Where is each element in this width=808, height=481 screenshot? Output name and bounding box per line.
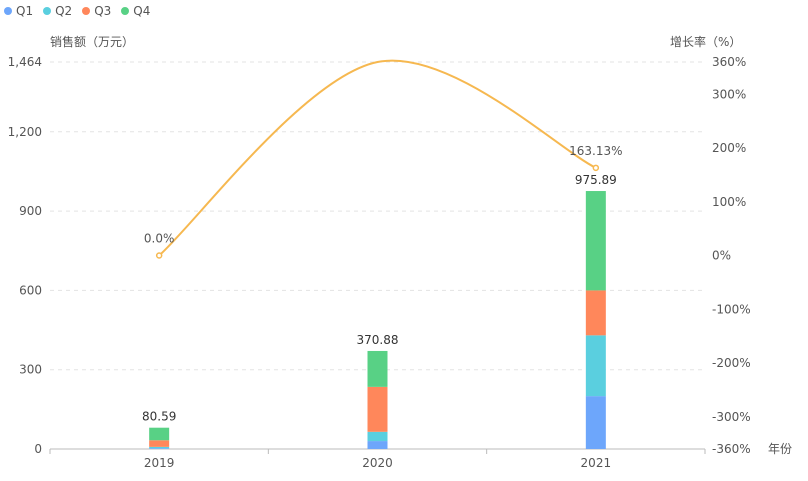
growth-rate-point xyxy=(592,164,600,172)
bar-q2-2020 xyxy=(367,431,388,442)
x-tick-label: 2019 xyxy=(144,456,175,470)
growth-rate-label: 0.0% xyxy=(144,232,175,246)
y-left-tick-label: 300 xyxy=(19,363,42,377)
legend: Q1 Q2 Q3 Q4 xyxy=(4,4,150,18)
x-axis-title: 年份 xyxy=(768,442,793,456)
legend-swatch-q1 xyxy=(4,7,12,15)
bar-q2-2021 xyxy=(585,335,606,397)
y-right-tick-label: 300% xyxy=(712,87,746,101)
growth-rate-line xyxy=(158,59,597,257)
legend-item-q2[interactable]: Q2 xyxy=(43,4,72,18)
y-right-axis-title: 增长率（%） xyxy=(670,35,742,49)
y-right-tick-label: -360% xyxy=(712,442,751,456)
y-right-tick-label: 100% xyxy=(712,195,746,209)
bar-total-label: 370.88 xyxy=(357,333,399,347)
y-left-tick-label: 1,200 xyxy=(8,125,42,139)
y-left-tick-label: 0 xyxy=(34,442,42,456)
legend-swatch-q2 xyxy=(43,7,52,15)
growth-rate-point xyxy=(155,252,163,259)
y-right-tick-label: -200% xyxy=(712,356,751,370)
y-right-tick-label: -100% xyxy=(712,302,751,316)
bar-q3-2019 xyxy=(149,440,170,447)
legend-item-q4[interactable]: Q4 xyxy=(121,4,150,18)
bar-q4-2021 xyxy=(585,191,606,291)
bar-q4-2020 xyxy=(367,350,388,387)
bar-q1-2021 xyxy=(585,396,606,449)
legend-swatch-q4 xyxy=(121,7,130,15)
legend-swatch-q3 xyxy=(82,7,91,15)
legend-label-q1: Q1 xyxy=(16,4,34,18)
bar-q3-2021 xyxy=(585,290,606,336)
y-left-tick-label: 900 xyxy=(19,204,42,218)
bar-total-label: 80.59 xyxy=(142,410,176,424)
x-tick-label: 2020 xyxy=(362,456,393,470)
bar-q1-2020 xyxy=(367,441,388,449)
bar-q1-2019 xyxy=(149,448,170,449)
y-right-tick-label: 360% xyxy=(712,55,746,69)
bar-q2-2019 xyxy=(149,446,170,449)
y-left-axis-title: 销售额（万元） xyxy=(50,35,135,49)
legend-label-q4: Q4 xyxy=(133,4,151,18)
y-left-tick-label: 1,464 xyxy=(8,55,42,69)
y-left-tick-label: 600 xyxy=(19,283,42,297)
legend-label-q3: Q3 xyxy=(94,4,112,18)
y-right-tick-label: 0% xyxy=(712,249,731,263)
growth-rate-label: 163.13% xyxy=(569,144,622,158)
bar-q4-2019 xyxy=(149,427,170,441)
legend-item-q1[interactable]: Q1 xyxy=(4,4,33,18)
bar-total-label: 975.89 xyxy=(575,173,617,187)
legend-item-q3[interactable]: Q3 xyxy=(82,4,111,18)
x-tick-label: 2021 xyxy=(581,456,612,470)
bar-q3-2020 xyxy=(367,386,388,432)
y-right-tick-label: 200% xyxy=(712,141,746,155)
y-right-tick-label: -300% xyxy=(712,410,751,424)
legend-label-q2: Q2 xyxy=(55,4,73,18)
